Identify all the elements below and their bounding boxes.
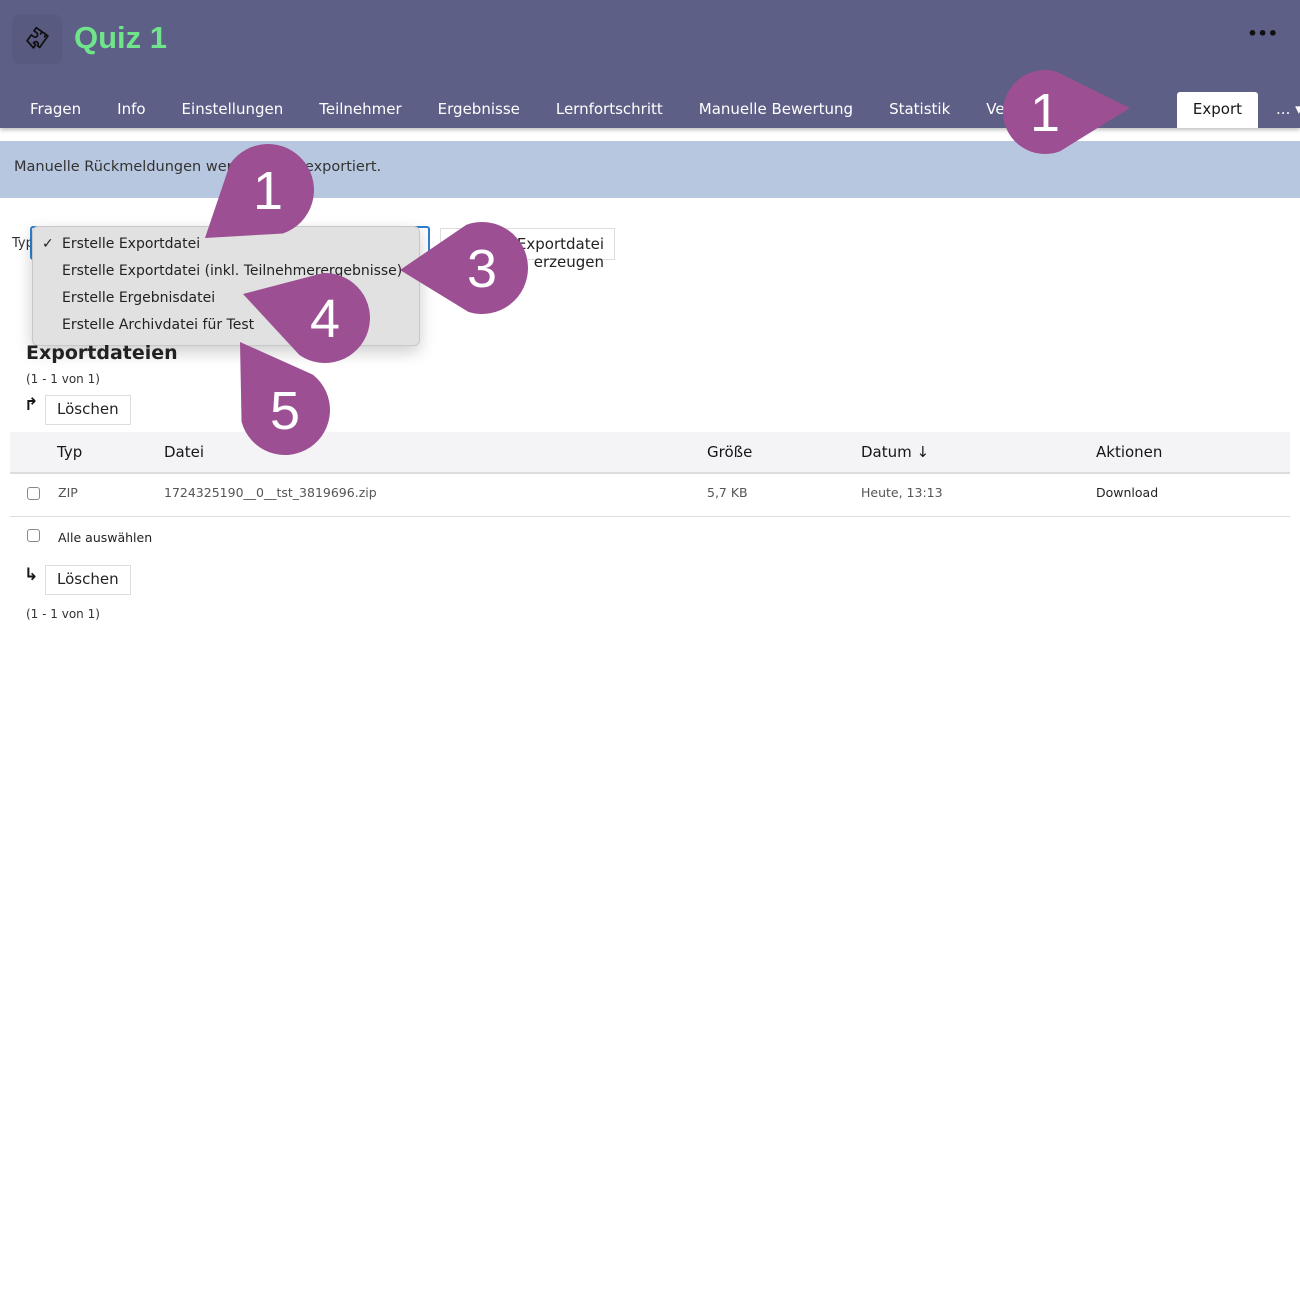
column-header-type[interactable]: Typ bbox=[57, 443, 83, 461]
option-label: Erstelle Exportdatei (inkl. Teilnehmerer… bbox=[62, 263, 403, 279]
column-header-file[interactable]: Datei bbox=[164, 443, 205, 461]
column-header-actions: Aktionen bbox=[1096, 443, 1163, 461]
dropdown-option[interactable]: Erstelle Ergebnisdatei bbox=[33, 285, 419, 312]
checkmark-icon: ✓ bbox=[42, 236, 54, 252]
row-checkbox[interactable] bbox=[27, 487, 40, 500]
tab-info[interactable]: Info bbox=[117, 100, 146, 118]
tab-einstellungen[interactable]: Einstellungen bbox=[181, 100, 284, 118]
tab-[interactable]: ... ▾ bbox=[1276, 100, 1300, 118]
dropdown-option[interactable]: Erstelle Exportdatei (inkl. Teilnehmerer… bbox=[33, 258, 419, 285]
option-label: Erstelle Archivdatei für Test bbox=[62, 317, 255, 333]
select-all-label[interactable]: Alle auswählen bbox=[58, 530, 153, 545]
type-label: Typ bbox=[12, 236, 34, 251]
tab-teilnehmer[interactable]: Teilnehmer bbox=[319, 100, 402, 118]
table-header: Typ Datei Größe Datum ↓ Aktionen bbox=[10, 432, 1290, 474]
table-row: ZIP 1724325190__0__tst_3819696.zip 5,7 K… bbox=[10, 474, 1290, 517]
delete-button-top[interactable]: Löschen bbox=[45, 395, 131, 425]
tab-fragen[interactable]: Fragen bbox=[30, 100, 82, 118]
page-title: Quiz 1 bbox=[74, 20, 168, 55]
header: Quiz 1 ••• Fragen Info Einstellungen Teilne… bbox=[0, 0, 1300, 128]
type-dropdown-menu: ✓ Erstelle Exportdatei Erstelle Exportdate… bbox=[32, 226, 420, 346]
puzzle-icon bbox=[12, 14, 62, 64]
download-link[interactable]: Download bbox=[1096, 485, 1159, 500]
delete-button-bottom[interactable]: Löschen bbox=[45, 565, 131, 595]
pagination-count-bottom: (1 - 1 von 1) bbox=[26, 607, 100, 621]
create-export-button[interactable]: Exportdatei erzeugen bbox=[440, 228, 615, 271]
column-header-date[interactable]: Datum ↓ bbox=[861, 443, 930, 461]
cell-size: 5,7 KB bbox=[707, 485, 748, 500]
dropdown-option[interactable]: ✓ Erstelle Exportdatei bbox=[33, 231, 419, 258]
tab-ergebnisse[interactable]: Ergebnisse bbox=[437, 100, 520, 118]
section-heading: Exportdateien bbox=[26, 342, 178, 364]
tab-bar: Fragen Info Einstellungen Teilnehmer Ergebni… bbox=[0, 92, 1300, 128]
cell-file: 1724325190__0__tst_3819696.zip bbox=[164, 485, 377, 500]
select-all-checkbox[interactable] bbox=[27, 529, 40, 542]
pagination-count: (1 - 1 von 1) bbox=[26, 372, 100, 386]
cell-type: ZIP bbox=[58, 485, 78, 500]
info-message: Manuelle Rückmeldungen werden nicht expo… bbox=[0, 141, 1300, 198]
tab-statistik[interactable]: Statistik bbox=[889, 100, 951, 118]
cell-date: Heute, 13:13 bbox=[861, 485, 943, 500]
tab-manuelle-bewertung[interactable]: Manuelle Bewertung bbox=[698, 100, 854, 118]
more-actions-icon[interactable]: ••• bbox=[1247, 24, 1278, 43]
arrow-down-right-icon: ↳ bbox=[24, 565, 39, 585]
tab-export[interactable]: Export bbox=[1176, 92, 1259, 128]
option-label: Erstelle Exportdatei bbox=[62, 236, 201, 252]
tab-verlauf[interactable]: Verlauf bbox=[986, 100, 1039, 118]
dropdown-option[interactable]: Erstelle Archivdatei für Test bbox=[33, 312, 419, 339]
column-header-size[interactable]: Größe bbox=[707, 443, 753, 461]
tab-lernfortschritt[interactable]: Lernfortschritt bbox=[555, 100, 663, 118]
option-label: Erstelle Ergebnisdatei bbox=[62, 290, 216, 306]
arrow-up-right-icon: ↱ bbox=[24, 395, 39, 415]
